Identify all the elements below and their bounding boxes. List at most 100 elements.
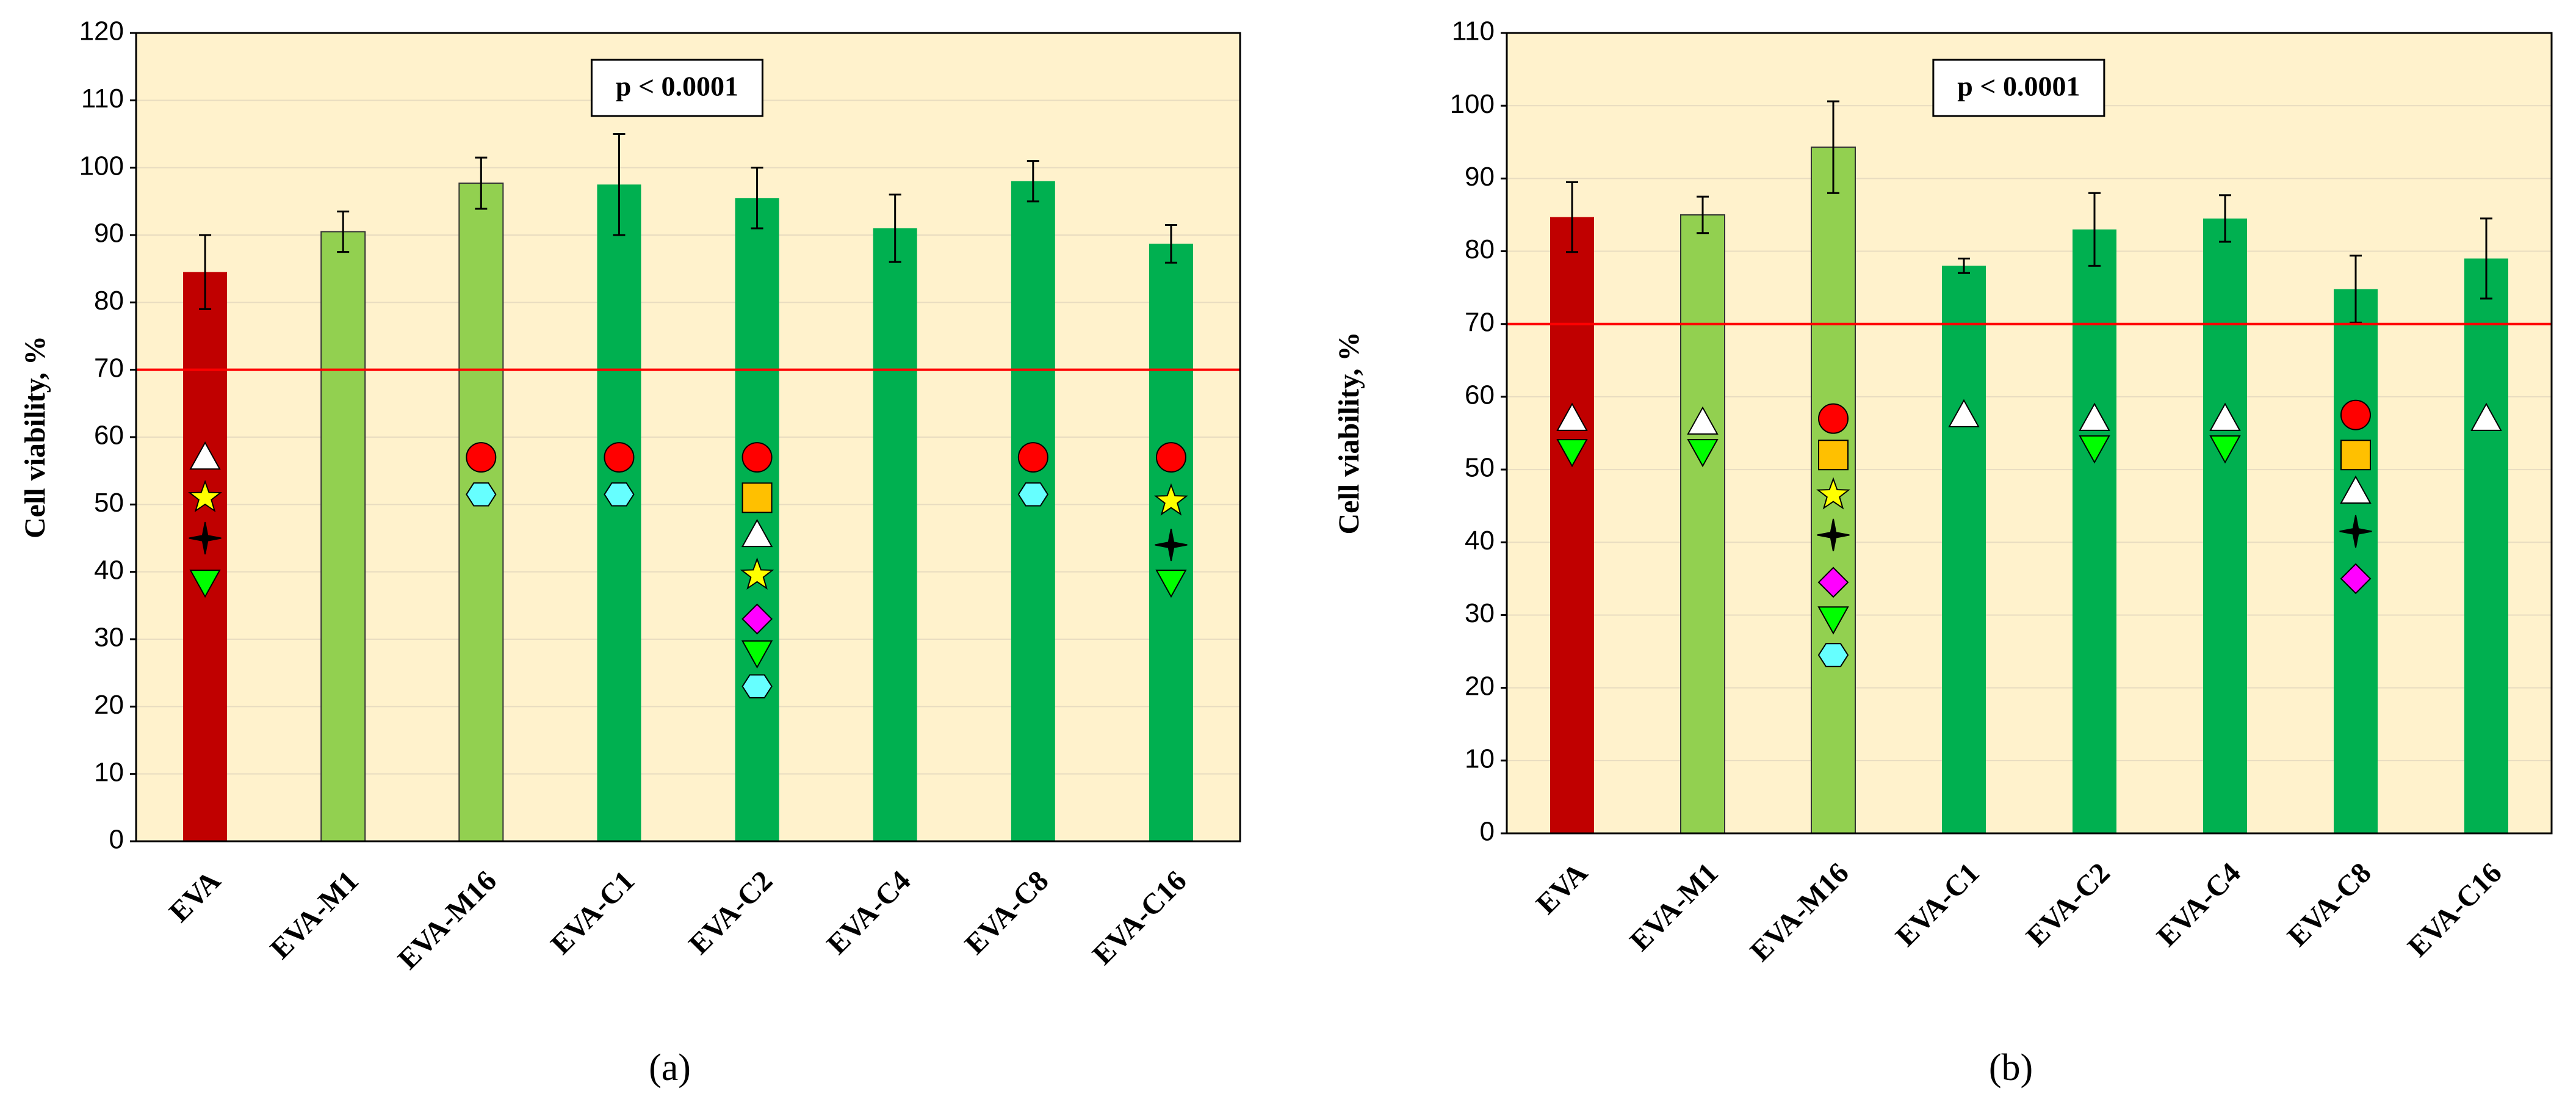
bar (458, 183, 504, 842)
y-tick-label: 120 (79, 16, 124, 46)
symbol (188, 479, 222, 513)
x-tick-label: EVA (1530, 857, 1594, 921)
bar (2464, 258, 2508, 833)
bar (2203, 218, 2247, 833)
x-tick-label: EVA-M16 (1744, 857, 1855, 968)
x-tick-label: EVA-C16 (1086, 864, 1193, 971)
symbol (741, 640, 773, 669)
symbol (189, 441, 221, 470)
symbol (2340, 563, 2372, 595)
y-tick-label: 10 (1465, 744, 1495, 774)
y-tick-label: 30 (94, 623, 124, 653)
symbol (1155, 442, 1186, 473)
symbol (2079, 402, 2110, 431)
symbol (604, 482, 635, 507)
x-tick-label: EVA-C1 (544, 864, 641, 961)
y-tick-label: 60 (94, 421, 124, 451)
x-tick-label: EVA-M16 (392, 864, 503, 976)
symbol (189, 521, 222, 555)
symbol (741, 603, 773, 635)
symbol (466, 482, 497, 507)
y-tick-label: 50 (1465, 453, 1495, 483)
y-tick-label: 80 (1465, 234, 1495, 264)
y-axis-label: Cell viability, % (19, 336, 51, 538)
symbol (2339, 515, 2372, 548)
x-tick-label: EVA-M1 (1623, 857, 1724, 957)
y-tick-label: 110 (81, 84, 124, 114)
y-tick-label: 40 (94, 555, 124, 585)
x-tick-label: EVA-C2 (2020, 857, 2116, 953)
symbol (2209, 402, 2241, 431)
symbol (740, 557, 774, 590)
x-tick-label: EVA-C2 (683, 864, 779, 961)
y-tick-label: 70 (94, 353, 124, 383)
symbol (1817, 518, 1850, 551)
bar (2334, 289, 2378, 833)
annotation: p < 0.0001 (1957, 71, 2080, 102)
y-tick-label: 60 (1465, 380, 1495, 410)
symbol (1017, 482, 1049, 507)
y-tick-label: 100 (79, 151, 124, 181)
plot-frame (135, 32, 1241, 842)
bar (320, 231, 366, 842)
symbol (189, 570, 221, 598)
panel-label: (b) (1989, 1047, 2033, 1089)
y-tick-label: 90 (1465, 162, 1495, 192)
symbol (1155, 528, 1188, 562)
bar (183, 272, 228, 841)
symbol (741, 482, 773, 513)
x-tick-label: EVA-C16 (2401, 857, 2508, 963)
y-tick-label: 10 (94, 757, 124, 787)
symbol (1816, 477, 1850, 510)
symbol (741, 442, 773, 473)
symbol (2340, 440, 2371, 471)
bar (2073, 229, 2116, 834)
symbol (1817, 606, 1849, 635)
y-tick-label: 100 (1450, 89, 1495, 119)
plot-background (1507, 33, 2552, 833)
bar (1550, 217, 1594, 833)
symbol (466, 442, 497, 473)
x-tick-label: EVA-C8 (2281, 857, 2378, 953)
symbol (1948, 399, 1980, 427)
x-tick-label: EVA-C8 (959, 864, 1055, 961)
bar (873, 228, 917, 841)
x-tick-label: EVA-C1 (1889, 857, 1986, 953)
symbol (1818, 440, 1849, 471)
symbol (1687, 406, 1719, 435)
bar (1942, 266, 1986, 833)
symbol (604, 442, 635, 473)
y-tick-label: 50 (94, 488, 124, 518)
y-axis-label: Cell viability, % (1333, 332, 1365, 534)
symbol (2209, 435, 2241, 464)
bar (597, 184, 641, 841)
y-tick-label: 110 (1452, 16, 1495, 46)
y-tick-label: 80 (94, 286, 124, 316)
symbol (1155, 570, 1187, 598)
symbol (2340, 475, 2372, 504)
symbol (1154, 483, 1188, 516)
annotation-box (1932, 59, 2105, 117)
symbol (2470, 402, 2502, 431)
y-tick-label: 90 (94, 219, 124, 248)
symbol (741, 518, 773, 548)
y-tick-label: 20 (1465, 671, 1495, 701)
y-tick-label: 40 (1465, 526, 1495, 556)
panel-label: (a) (649, 1047, 691, 1089)
annotation-box (590, 59, 763, 117)
x-tick-label: EVA-M1 (264, 864, 365, 965)
symbol (1818, 403, 1849, 434)
bar (1680, 214, 1725, 835)
bar (1011, 181, 1055, 841)
symbol (1817, 567, 1849, 598)
symbol (741, 674, 773, 698)
x-tick-label: EVA (163, 864, 227, 929)
x-tick-label: EVA-C4 (2151, 857, 2247, 953)
y-tick-label: 30 (1465, 598, 1495, 628)
y-tick-label: 70 (1465, 307, 1495, 337)
x-tick-label: EVA-C4 (821, 864, 917, 961)
y-tick-label: 0 (1480, 817, 1495, 847)
annotation: p < 0.0001 (616, 71, 738, 102)
y-tick-label: 0 (109, 825, 124, 855)
